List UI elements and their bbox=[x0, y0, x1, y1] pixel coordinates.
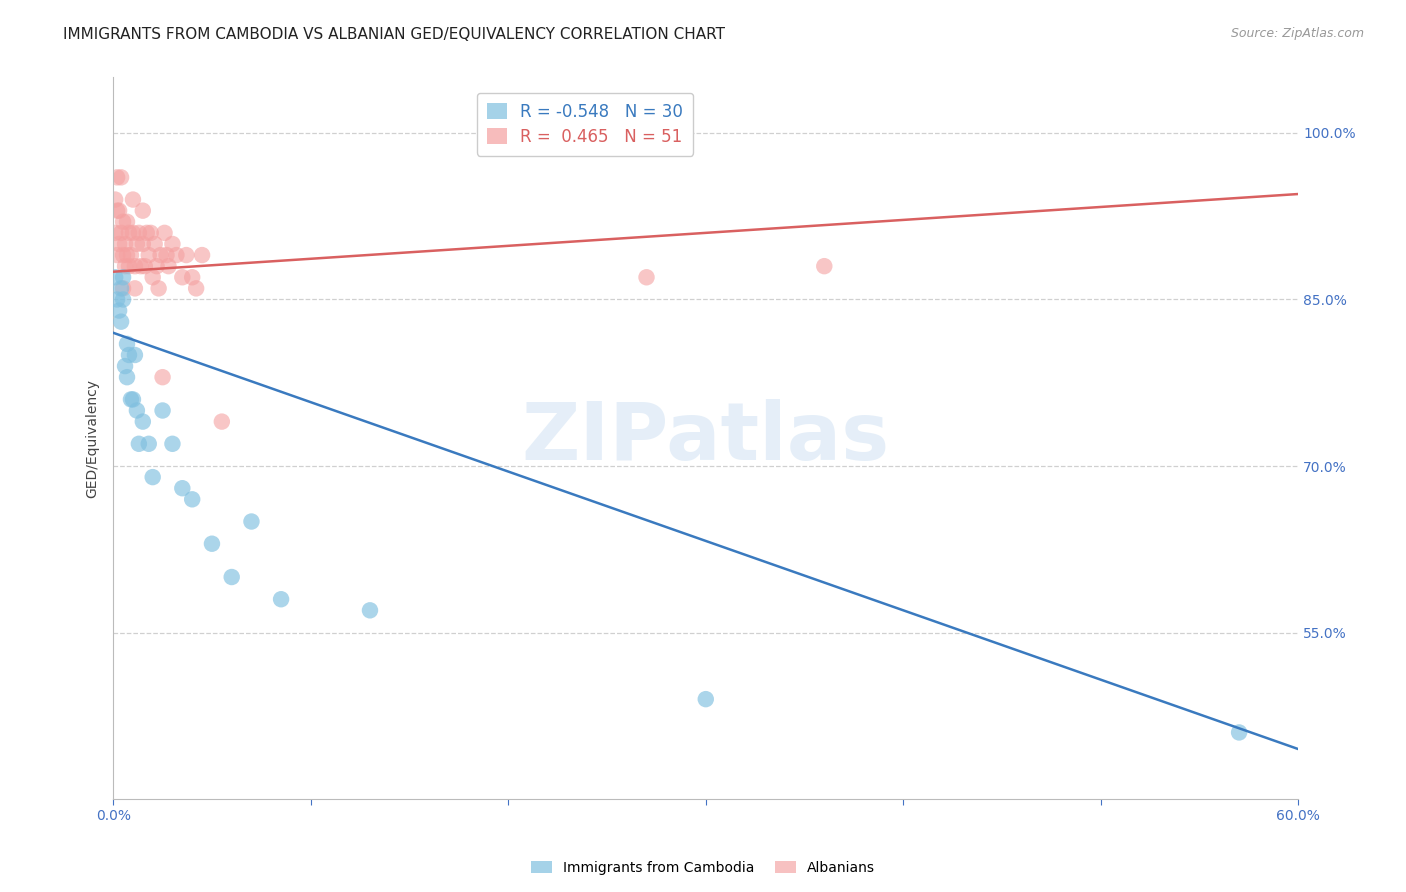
Point bbox=[152, 403, 174, 417]
Point bbox=[114, 237, 136, 252]
Point bbox=[110, 170, 132, 185]
Point bbox=[105, 170, 128, 185]
Point bbox=[104, 226, 127, 240]
Point bbox=[636, 270, 658, 285]
Point bbox=[152, 370, 174, 384]
Text: ZIPatlas: ZIPatlas bbox=[522, 400, 890, 477]
Point bbox=[114, 259, 136, 273]
Point bbox=[191, 248, 214, 262]
Point bbox=[138, 437, 160, 451]
Point bbox=[124, 348, 146, 362]
Point bbox=[104, 270, 127, 285]
Point bbox=[115, 215, 138, 229]
Point bbox=[162, 437, 184, 451]
Point bbox=[125, 403, 148, 417]
Point bbox=[115, 370, 138, 384]
Point bbox=[138, 248, 160, 262]
Point bbox=[172, 270, 194, 285]
Point bbox=[112, 215, 135, 229]
Point bbox=[129, 259, 152, 273]
Point bbox=[110, 315, 132, 329]
Point bbox=[1227, 725, 1250, 739]
Point bbox=[142, 470, 165, 484]
Point bbox=[112, 270, 135, 285]
Point bbox=[118, 226, 141, 240]
Point bbox=[132, 237, 155, 252]
Point bbox=[240, 515, 263, 529]
Point bbox=[122, 392, 145, 407]
Point bbox=[142, 270, 165, 285]
Point bbox=[108, 203, 131, 218]
Point bbox=[359, 603, 381, 617]
Point bbox=[162, 237, 184, 252]
Point bbox=[104, 193, 127, 207]
Point bbox=[110, 226, 132, 240]
Point bbox=[153, 226, 176, 240]
Legend: R = -0.548   N = 30, R =  0.465   N = 51: R = -0.548 N = 30, R = 0.465 N = 51 bbox=[477, 93, 693, 156]
Point bbox=[139, 226, 162, 240]
Point bbox=[186, 281, 208, 295]
Point bbox=[128, 437, 150, 451]
Point bbox=[695, 692, 717, 706]
Point bbox=[115, 337, 138, 351]
Point bbox=[125, 237, 148, 252]
Point bbox=[132, 203, 155, 218]
Point bbox=[128, 226, 150, 240]
Point bbox=[211, 415, 233, 429]
Point bbox=[110, 281, 132, 295]
Point bbox=[143, 237, 166, 252]
Y-axis label: GED/Equivalency: GED/Equivalency bbox=[86, 379, 100, 498]
Legend: Immigrants from Cambodia, Albanians: Immigrants from Cambodia, Albanians bbox=[526, 855, 880, 880]
Point bbox=[135, 226, 157, 240]
Point bbox=[112, 248, 135, 262]
Point bbox=[112, 293, 135, 307]
Point bbox=[181, 270, 204, 285]
Point bbox=[813, 259, 835, 273]
Point bbox=[114, 359, 136, 373]
Point bbox=[172, 481, 194, 495]
Point bbox=[157, 259, 180, 273]
Point bbox=[112, 281, 135, 295]
Point bbox=[201, 537, 224, 551]
Point bbox=[105, 248, 128, 262]
Point bbox=[270, 592, 292, 607]
Text: Source: ZipAtlas.com: Source: ZipAtlas.com bbox=[1230, 27, 1364, 40]
Point bbox=[145, 259, 167, 273]
Point bbox=[108, 237, 131, 252]
Point bbox=[132, 415, 155, 429]
Point bbox=[124, 281, 146, 295]
Point bbox=[120, 248, 142, 262]
Point bbox=[149, 248, 172, 262]
Point bbox=[148, 281, 170, 295]
Point bbox=[120, 392, 142, 407]
Point bbox=[124, 259, 146, 273]
Point bbox=[105, 203, 128, 218]
Point bbox=[155, 248, 177, 262]
Point bbox=[134, 259, 156, 273]
Point bbox=[122, 226, 145, 240]
Point bbox=[181, 492, 204, 507]
Text: IMMIGRANTS FROM CAMBODIA VS ALBANIAN GED/EQUIVALENCY CORRELATION CHART: IMMIGRANTS FROM CAMBODIA VS ALBANIAN GED… bbox=[63, 27, 725, 42]
Point bbox=[118, 259, 141, 273]
Point bbox=[118, 348, 141, 362]
Point bbox=[174, 248, 197, 262]
Point bbox=[221, 570, 243, 584]
Point bbox=[105, 293, 128, 307]
Point bbox=[108, 303, 131, 318]
Point bbox=[115, 248, 138, 262]
Point bbox=[122, 193, 145, 207]
Point bbox=[165, 248, 187, 262]
